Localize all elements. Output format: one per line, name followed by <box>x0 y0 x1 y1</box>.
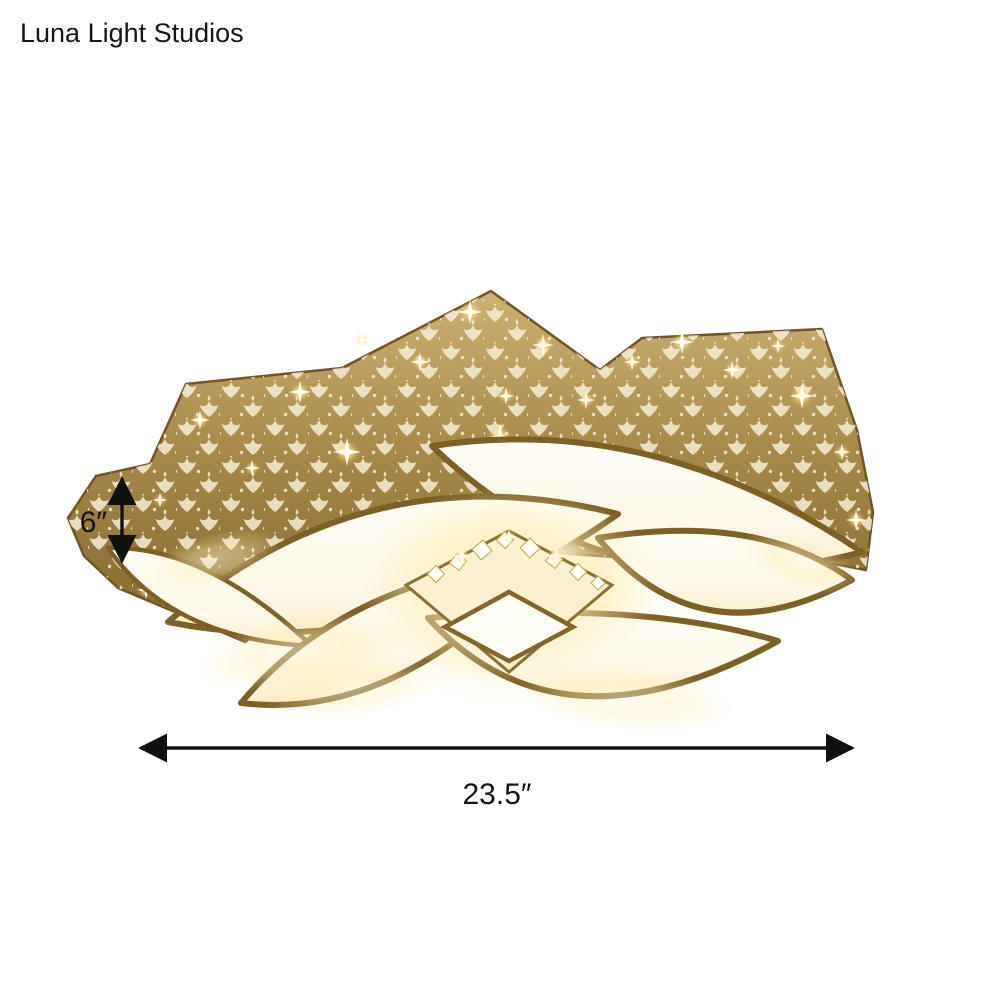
brand-watermark: Luna Light Studios <box>20 18 244 48</box>
width-dimension-label: 23.5″ <box>462 778 531 811</box>
petal-warm-glow <box>145 529 860 734</box>
lamp-fixture <box>66 289 875 734</box>
height-dimension-label: 6″ <box>80 506 108 539</box>
crystal-center <box>359 485 659 685</box>
dimension-annotations: 6″ 23.5″ <box>80 476 855 811</box>
crystal-inner-diamond <box>440 589 578 664</box>
